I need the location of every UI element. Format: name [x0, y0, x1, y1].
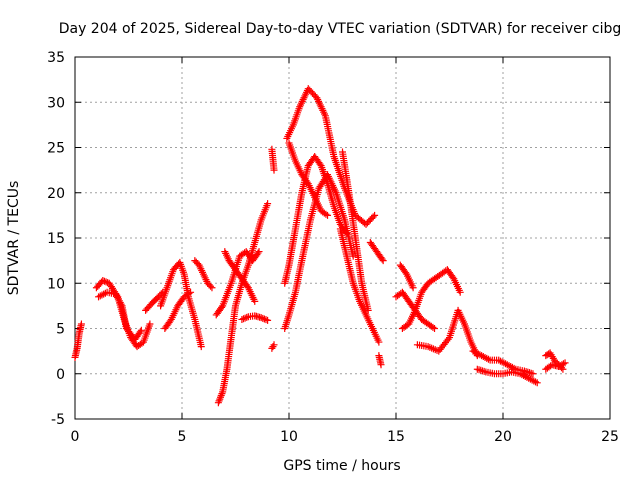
data-point [137, 326, 145, 334]
x-tick-label: 15 [387, 429, 405, 445]
data-point [187, 288, 195, 296]
data-point [322, 210, 330, 218]
series-arc-12 [268, 145, 278, 174]
series-arc-9 [212, 248, 263, 319]
x-tick-label: 10 [280, 429, 298, 445]
data-point [243, 313, 251, 321]
y-tick-label: 25 [47, 141, 65, 157]
series-arc-23 [398, 266, 464, 332]
data-point [532, 378, 540, 386]
data-point [238, 315, 246, 323]
series-arc-21 [375, 352, 385, 369]
data-point [375, 338, 383, 346]
x-tick-label: 20 [494, 429, 512, 445]
data-point [270, 166, 278, 174]
data-point [533, 379, 541, 387]
data-point [379, 257, 387, 265]
data-point [269, 343, 277, 351]
data-point [241, 314, 249, 322]
data-point [264, 316, 272, 324]
data-point [377, 361, 385, 369]
series-arc-17 [285, 139, 332, 219]
y-axis-label: SDTVAR / TECUs [6, 181, 22, 296]
data-point [431, 325, 439, 332]
x-tick-labels: 0 5 10 15 20 25 [71, 429, 619, 445]
series-arc-1 [71, 320, 85, 361]
y-tick-label: 10 [47, 276, 65, 292]
data-point [207, 282, 215, 290]
data-point [218, 303, 226, 311]
x-axis-label: GPS time / hours [283, 458, 400, 474]
data-point [371, 211, 379, 219]
y-tick-label: 5 [56, 322, 65, 338]
series-arc-5 [157, 258, 205, 351]
data-point [324, 211, 332, 219]
y-tick-label: 30 [47, 95, 65, 111]
series-arc-22 [392, 288, 439, 332]
y-tick-label: 20 [47, 186, 65, 202]
data-point [456, 288, 464, 296]
data-point [259, 314, 267, 322]
data-point [349, 252, 357, 260]
series-arc-11 [238, 312, 272, 324]
chart-title: Day 204 of 2025, Sidereal Day-to-day VTE… [59, 21, 622, 37]
y-tick-label: 15 [47, 231, 65, 247]
data-point [444, 335, 452, 343]
series-arc-10 [221, 248, 259, 305]
data-point [117, 300, 125, 308]
data-point [378, 255, 386, 263]
series-arc-3 [95, 288, 145, 343]
data-point [251, 297, 259, 305]
data-point [529, 370, 537, 378]
data-point [136, 328, 144, 336]
data-point [146, 320, 154, 328]
series-arc-27 [473, 365, 541, 387]
data-point [257, 314, 265, 322]
data-point [484, 355, 492, 363]
data-points [71, 85, 569, 407]
series-arc-6 [161, 288, 195, 332]
data-point [254, 249, 262, 257]
data-point [559, 360, 567, 368]
data-point [185, 289, 193, 297]
y-tick-label: -5 [51, 412, 65, 428]
data-point [99, 277, 107, 285]
series-arc-29 [542, 359, 569, 373]
series-arc-18 [339, 148, 372, 314]
series-arc-24 [396, 261, 417, 292]
series-arc-19 [336, 225, 383, 346]
data-point [208, 284, 216, 292]
data-point [369, 213, 377, 221]
data-point [270, 341, 278, 349]
data-point [102, 278, 110, 286]
data-point [100, 277, 108, 285]
data-point [197, 343, 205, 351]
x-tick-label: 0 [71, 429, 80, 445]
y-tick-label: 0 [56, 367, 65, 383]
data-point [262, 316, 270, 324]
x-tick-label: 25 [601, 429, 619, 445]
data-point [561, 359, 569, 367]
y-tick-labels: -5 0 5 10 15 20 25 30 35 [47, 50, 65, 428]
x-tick-label: 5 [178, 429, 187, 445]
series-arc-15 [283, 85, 379, 228]
series-arc-8 [214, 200, 272, 407]
data-point [429, 323, 437, 331]
data-point [316, 160, 324, 168]
y-tick-label: 35 [47, 50, 65, 66]
series-arc-25 [413, 306, 481, 360]
data-point [255, 248, 263, 256]
data-point [409, 284, 417, 292]
series-arc-7 [191, 257, 216, 292]
series-arc-20 [366, 239, 387, 265]
data-point [260, 315, 268, 323]
data-point [264, 200, 272, 208]
series-arc-13 [268, 341, 278, 352]
data-point [77, 320, 85, 328]
series-arc-16 [281, 171, 357, 332]
data-point [240, 315, 248, 323]
